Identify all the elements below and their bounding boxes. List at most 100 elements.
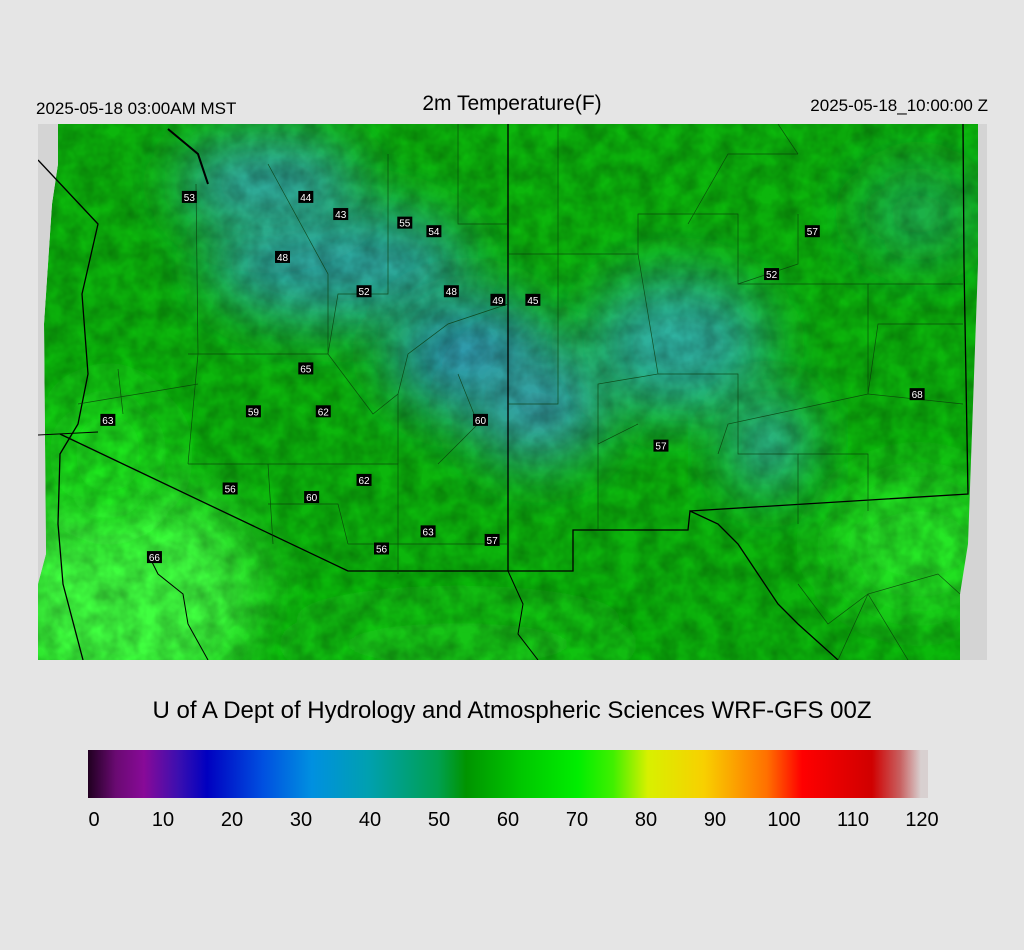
station-temperature-value: 59: [248, 407, 260, 418]
station-label-bg: [426, 225, 442, 238]
station-label: 44: [298, 190, 314, 204]
station-label: 56: [222, 482, 238, 495]
station-label: 48: [443, 285, 459, 298]
station-temperature-value: 53: [184, 193, 196, 204]
station-temperature-value: 48: [277, 253, 289, 264]
station-temperature-value: 52: [766, 270, 778, 281]
station-temperature-value: 57: [487, 536, 499, 547]
station-label: 53: [181, 190, 197, 204]
colorbar-tick-label: 20: [220, 809, 244, 831]
colorbar-tick-label: 100: [767, 809, 801, 831]
station-label: 52: [356, 285, 372, 298]
station-label: 56: [374, 542, 390, 556]
station-label-bg: [484, 533, 500, 546]
station-label-bg: [490, 293, 506, 306]
station-label: 63: [420, 525, 436, 538]
station-label-bg: [764, 268, 780, 281]
station-label-bg: [525, 293, 541, 306]
station-label-bg: [315, 405, 331, 418]
valid-time-label: 2025-05-18_10:00:00 Z: [810, 96, 988, 115]
station-temperature-value: 49: [492, 296, 504, 307]
station-label-bg: [298, 362, 314, 375]
station-temperature-value: 63: [102, 416, 114, 427]
station-label: 57: [484, 533, 500, 547]
station-temperature-value: 60: [306, 493, 318, 504]
station-temperature-value: 55: [399, 219, 411, 230]
station-label-bg: [146, 551, 162, 564]
station-label-bg: [472, 413, 488, 426]
station-label-bg: [298, 190, 314, 203]
colorbar-tick-label: 90: [703, 809, 727, 831]
colorbar-tick-label: 30: [289, 809, 313, 831]
colorbar-tick-label: 70: [565, 809, 589, 831]
station-label: 55: [397, 216, 413, 230]
station-label: 63: [100, 413, 116, 427]
station-label: 57: [653, 439, 669, 453]
colorbar-tick-label: 10: [151, 809, 175, 831]
out-of-domain-east: [960, 124, 987, 660]
local-time-label: 2025-05-18 03:00AM MST: [36, 99, 237, 118]
station-label-bg: [333, 208, 349, 221]
colorbar-tick-label: 110: [837, 809, 869, 831]
state-boundaries: [38, 124, 969, 660]
station-label-bg: [100, 413, 116, 426]
station-label-layer: 53 44 43 55 54 48 52 48 49 45 57 52 65 59 62 60 57 68 63 56…: [100, 190, 925, 564]
colorbar-tick-label: 60: [496, 809, 520, 831]
station-temperature-value: 56: [225, 484, 237, 495]
station-label: 62: [315, 405, 331, 418]
station-label-bg: [397, 216, 413, 229]
station-label-bg: [181, 190, 197, 203]
temperature-colorbar: [88, 750, 928, 798]
station-label: 43: [333, 208, 349, 221]
station-label: 62: [356, 473, 372, 487]
station-temperature-value: 63: [423, 527, 435, 538]
station-label: 48: [275, 250, 291, 264]
colorbar-tick-label: 80: [634, 809, 658, 831]
out-of-domain-west: [38, 124, 58, 584]
station-label-bg: [653, 439, 669, 452]
station-label: 57: [804, 225, 820, 238]
temperature-field: [38, 124, 987, 660]
station-temperature-value: 62: [358, 476, 370, 487]
station-temperature-value: 60: [475, 416, 487, 427]
station-temperature-value: 68: [912, 390, 924, 401]
station-label-bg: [245, 405, 261, 418]
station-label-bg: [443, 285, 459, 298]
station-label-bg: [222, 482, 238, 495]
station-label-bg: [374, 542, 390, 555]
station-label-bg: [420, 525, 436, 538]
station-temperature-value: 66: [149, 553, 161, 564]
station-label: 65: [298, 362, 314, 375]
station-temperature-value: 48: [446, 287, 458, 298]
map-title: 2m Temperature(F): [422, 92, 602, 115]
colorbar-tick-label: 0: [88, 809, 100, 831]
station-temperature-value: 54: [428, 227, 440, 238]
station-label: 68: [909, 388, 925, 401]
station-temperature-value: 44: [300, 193, 312, 204]
station-label: 54: [426, 225, 442, 238]
station-label-bg: [909, 388, 925, 401]
station-label: 49: [490, 293, 506, 307]
station-label-bg: [356, 285, 372, 298]
station-label: 60: [472, 413, 488, 427]
station-label-bg: [275, 250, 291, 263]
station-temperature-value: 45: [527, 296, 539, 307]
station-label: 52: [764, 268, 780, 281]
station-temperature-value: 57: [655, 442, 667, 453]
station-temperature-value: 43: [335, 210, 347, 221]
colorbar-tick-labels: 0 10 20 30 40 50 60 70 80 90 100 110 120: [88, 809, 938, 835]
station-label: 59: [245, 405, 261, 418]
temperature-map: 53 44 43 55 54 48 52 48 49 45 57 52 65 59 62 60 57 68 63 56…: [38, 124, 987, 660]
station-label: 45: [525, 293, 541, 307]
station-label: 60: [304, 491, 320, 504]
station-temperature-value: 65: [300, 364, 312, 375]
station-temperature-value: 62: [318, 407, 330, 418]
credit-text: U of A Dept of Hydrology and Atmospheric…: [152, 697, 872, 724]
station-label: 66: [146, 551, 162, 564]
station-temperature-value: 57: [807, 227, 819, 238]
station-label-bg: [304, 491, 320, 504]
station-label-bg: [804, 225, 820, 238]
colorbar-tick-label: 40: [358, 809, 382, 831]
station-temperature-value: 56: [376, 545, 388, 556]
colorbar-tick-label: 120: [905, 809, 939, 831]
